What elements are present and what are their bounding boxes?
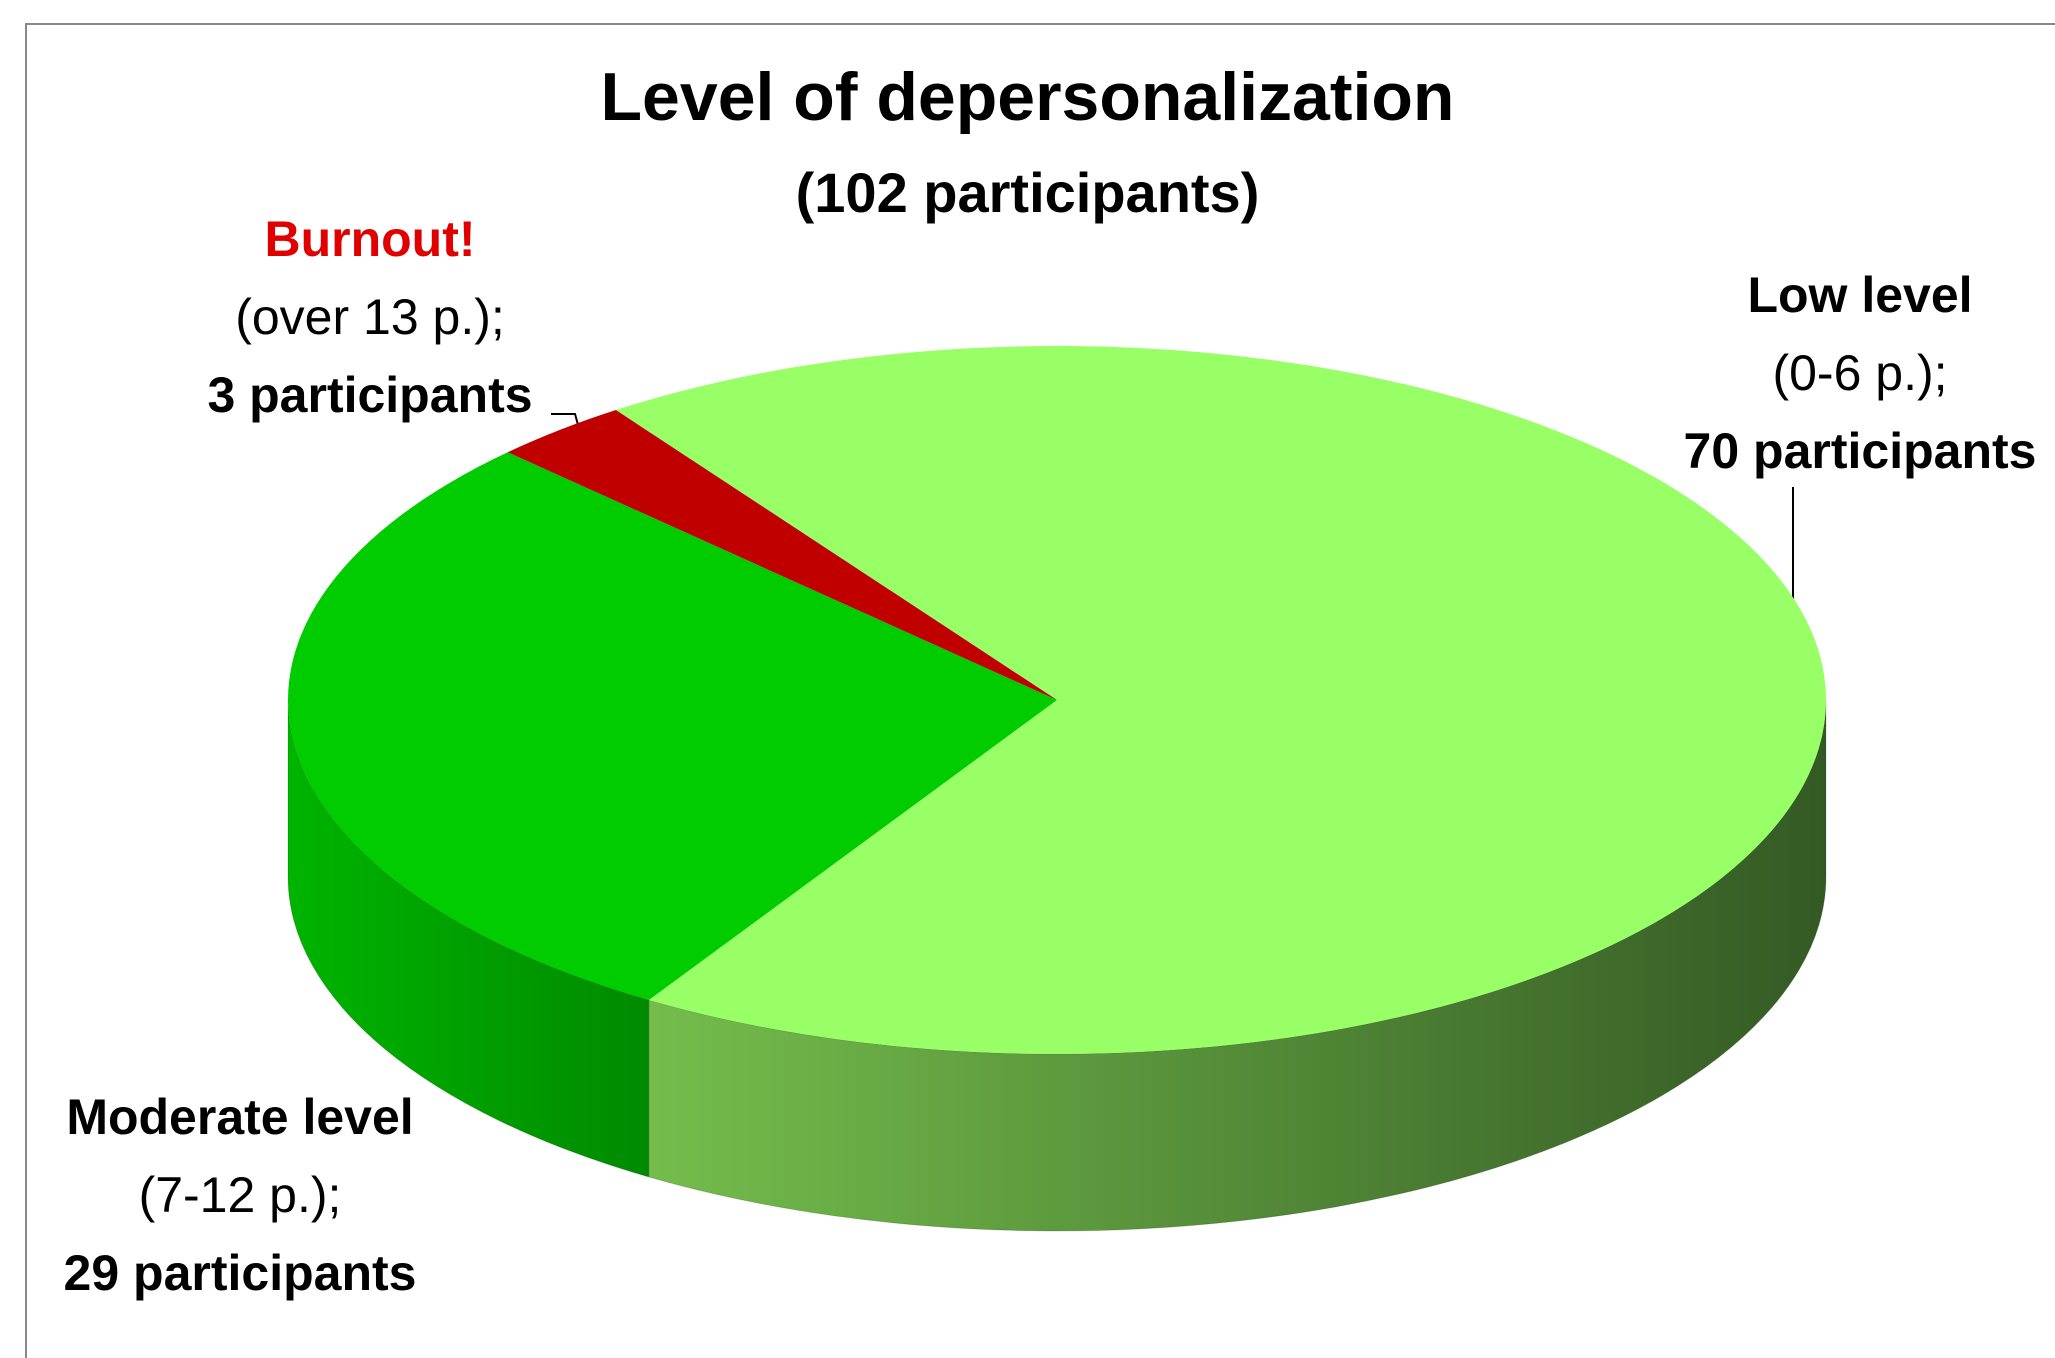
value-label: 70 participants — [1683, 423, 2037, 479]
category-label: Burnout! — [264, 211, 476, 267]
data-label: Burnout! (over 13 p.); 3 participants — [150, 200, 590, 434]
data-label: Moderate level (7-12 p.); 29 participant… — [20, 1078, 460, 1312]
data-label: Low level (0-6 p.); 70 participants — [1640, 256, 2055, 490]
range-label: (0-6 p.); — [1772, 345, 1948, 401]
category-label: Low level — [1747, 267, 1973, 323]
chart-title: Level of depersonalization — [600, 59, 1455, 135]
chart-subtitle: (102 participants) — [795, 161, 1260, 224]
range-label: (over 13 p.); — [235, 289, 505, 345]
chart-frame — [25, 23, 2055, 1358]
slice — [507, 410, 1057, 700]
slice — [287, 452, 1057, 1001]
value-label: 29 participants — [63, 1245, 417, 1301]
range-label: (7-12 p.); — [138, 1167, 342, 1223]
category-label: Moderate level — [66, 1089, 414, 1145]
value-label: 3 participants — [207, 367, 533, 423]
slice — [615, 346, 1826, 1054]
